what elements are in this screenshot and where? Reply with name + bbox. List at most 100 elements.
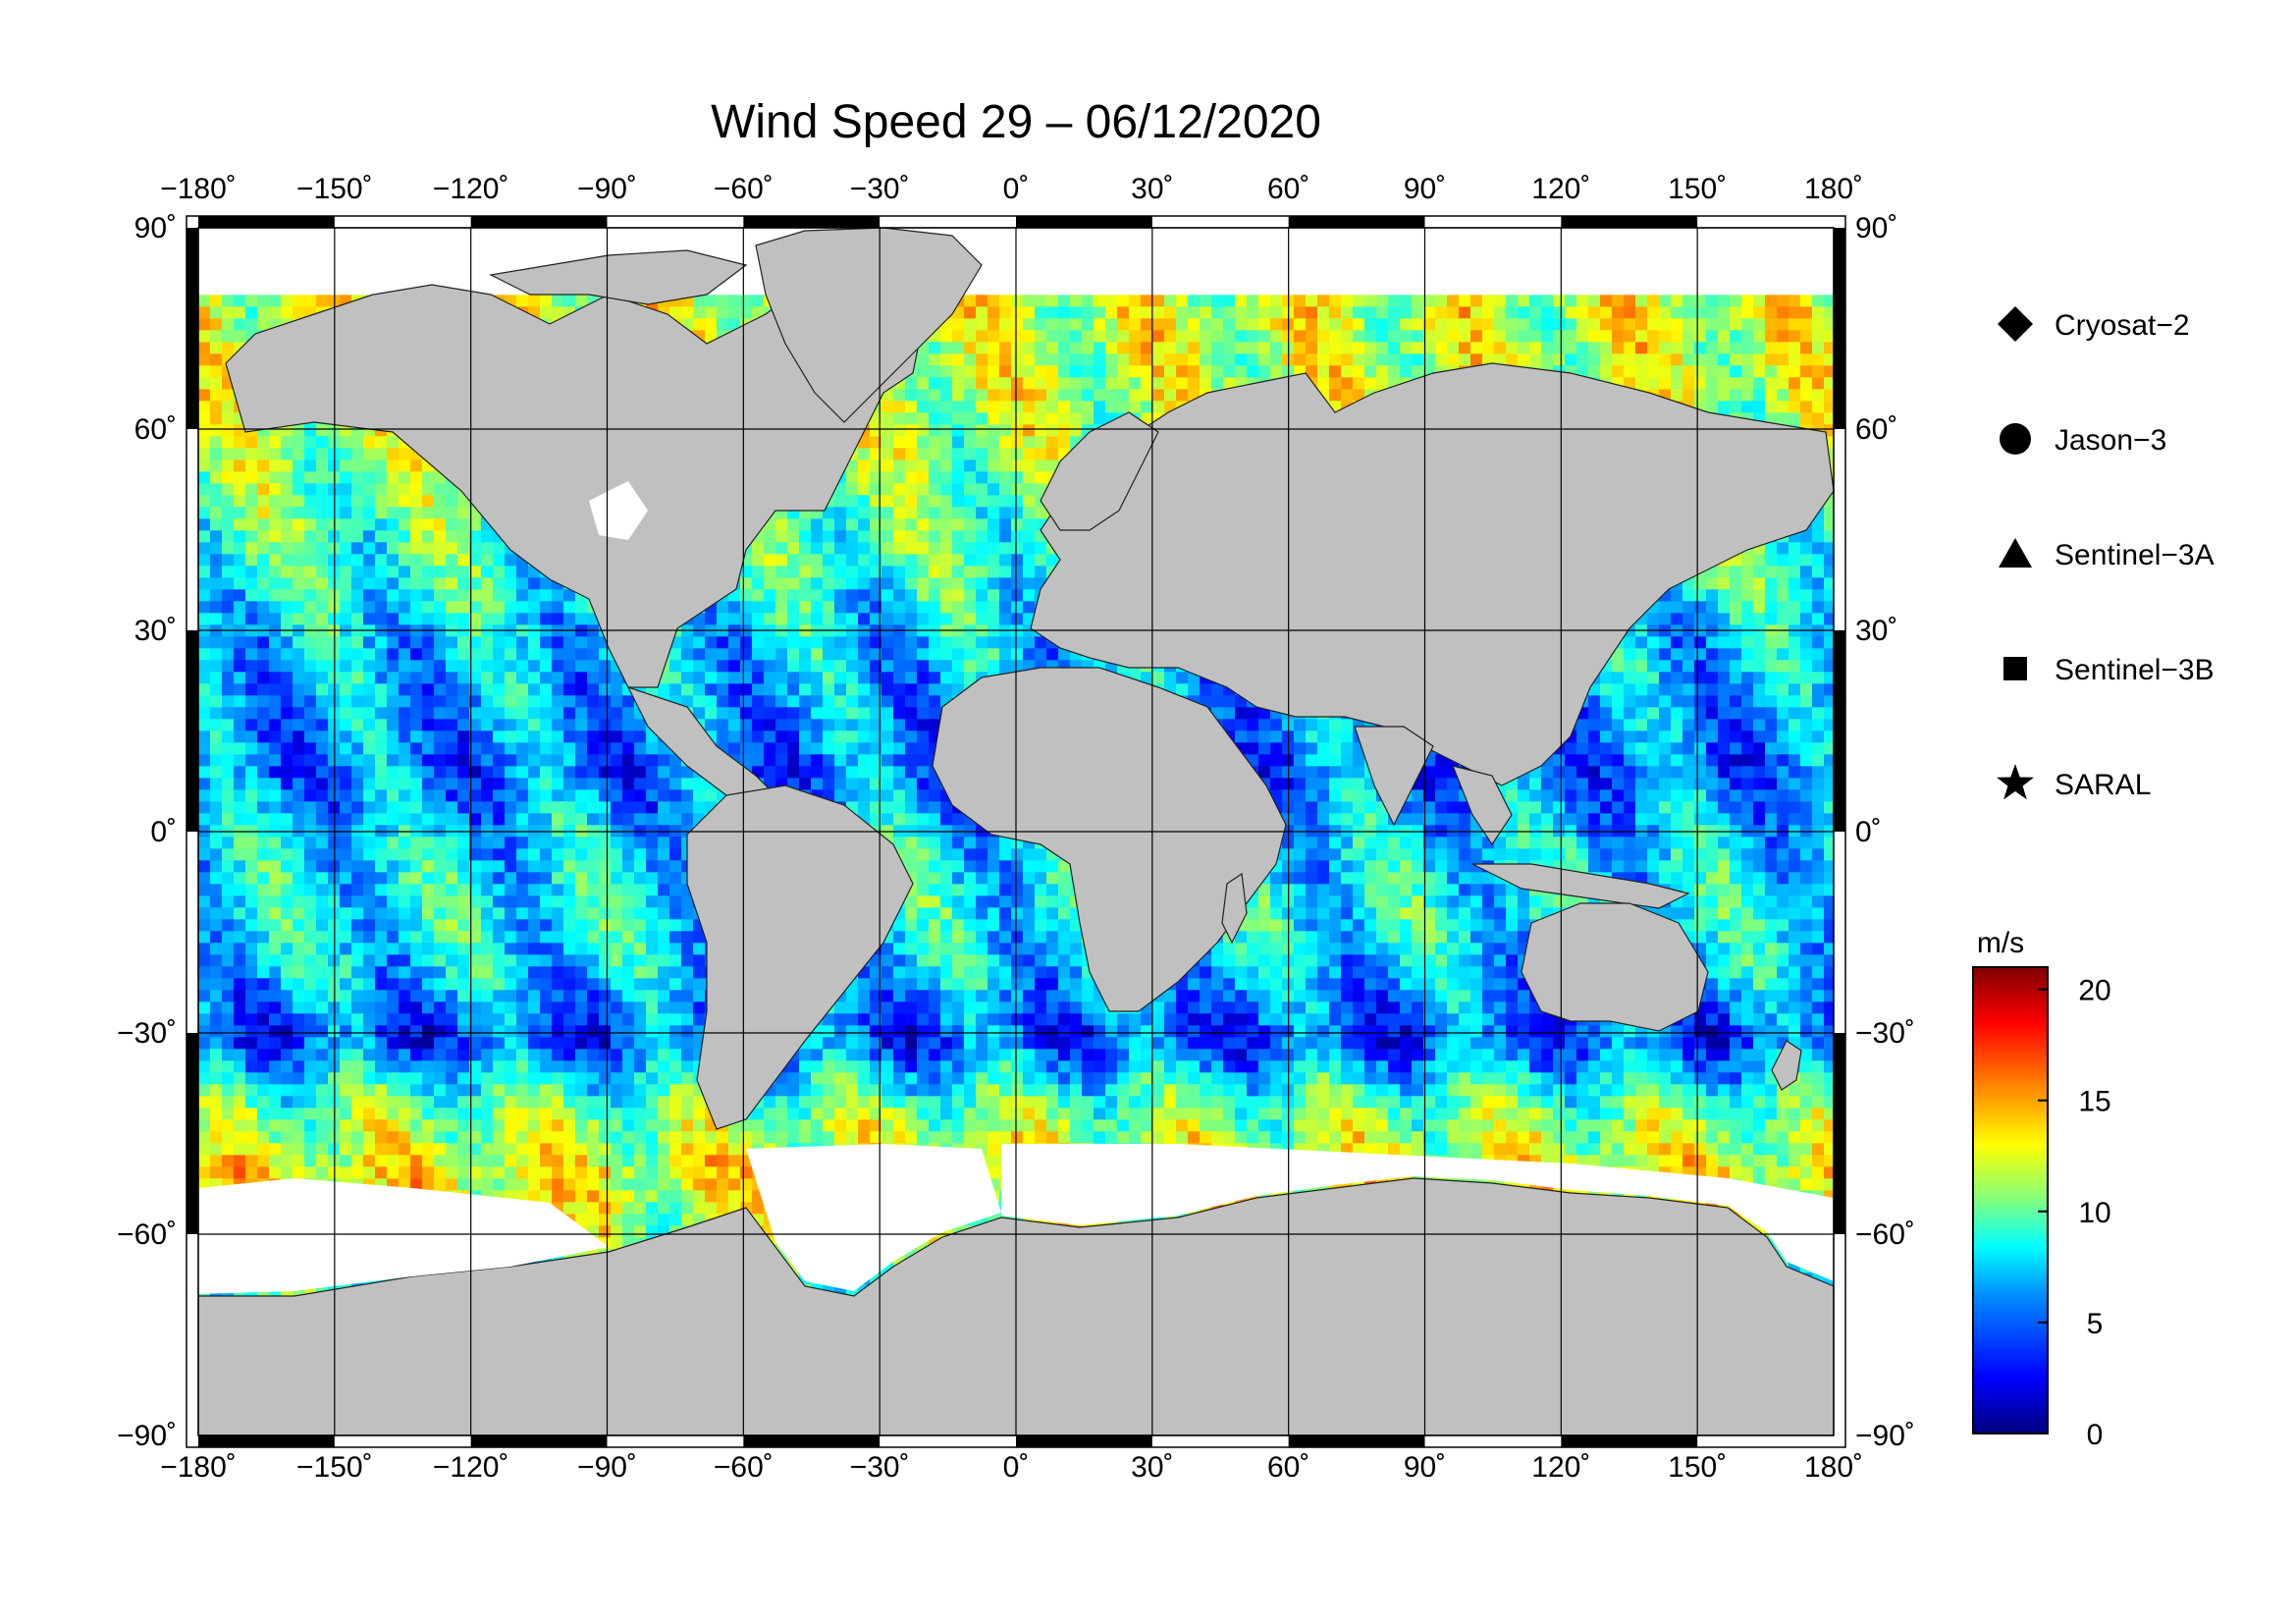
wind-cell [198, 613, 211, 625]
wind-cell [1435, 318, 1448, 331]
wind-cell [457, 660, 470, 673]
wind-cell [1376, 353, 1389, 366]
wind-cell [281, 554, 294, 567]
wind-cell [1741, 589, 1754, 602]
wind-cell [1741, 306, 1754, 319]
wind-cell [1035, 318, 1047, 331]
wind-cell [717, 613, 729, 625]
wind-cell [1694, 377, 1707, 390]
wind-cell [1400, 365, 1413, 378]
wind-cell [917, 530, 930, 543]
wind-cell [434, 707, 447, 720]
wind-cell [1164, 377, 1177, 390]
wind-cell [1765, 554, 1778, 567]
wind-cell [1824, 518, 1834, 531]
wind-cell [1094, 401, 1106, 413]
wind-cell [917, 566, 930, 578]
wind-cell [410, 483, 423, 496]
wind-cell [870, 636, 882, 649]
wind-cell [304, 424, 317, 437]
wind-cell [257, 672, 270, 684]
wind-cell [1694, 365, 1707, 378]
wind-cell [469, 530, 482, 543]
wind-cell [846, 660, 859, 673]
wind-cell [446, 601, 458, 614]
wind-cell [1671, 613, 1683, 625]
wind-cell [1659, 672, 1672, 684]
wind-cell [469, 601, 482, 614]
wind-cell [210, 295, 223, 307]
wind-cell [681, 683, 694, 696]
wind-cell [1058, 330, 1071, 343]
wind-cell [893, 683, 906, 696]
wind-cell [304, 636, 317, 649]
wind-cell [834, 554, 847, 567]
wind-cell [375, 448, 388, 460]
wind-cell [222, 542, 235, 555]
wind-cell [1718, 683, 1731, 696]
wind-cell [1671, 660, 1683, 673]
wind-cell [1718, 377, 1731, 390]
wind-cell [964, 660, 977, 673]
wind-cell [1777, 577, 1789, 590]
wind-cell [563, 601, 576, 614]
wind-cell [1741, 330, 1754, 343]
wind-cell [952, 424, 965, 437]
wind-cell [552, 672, 564, 684]
wind-cell [1329, 330, 1342, 343]
wind-cell [764, 660, 776, 673]
wind-cell [422, 471, 435, 484]
wind-cell [1235, 707, 1248, 720]
wind-cell [823, 683, 835, 696]
wind-cell [563, 613, 576, 625]
wind-cell [410, 507, 423, 519]
wind-cell [1789, 377, 1801, 390]
wind-cell [917, 424, 930, 437]
wind-cell [929, 342, 941, 354]
wind-cell [363, 707, 376, 720]
wind-cell [1011, 318, 1024, 331]
wind-cell [834, 577, 847, 590]
wind-cell [1824, 412, 1834, 425]
wind-cell [952, 507, 965, 519]
wind-cell [234, 483, 246, 496]
wind-cell [1777, 672, 1789, 684]
wind-cell [1447, 353, 1460, 366]
wind-cell [1412, 353, 1424, 366]
wind-cell [940, 448, 953, 460]
wind-cell [1824, 424, 1834, 437]
wind-cell [257, 448, 270, 460]
wind-cell [1565, 342, 1577, 354]
wind-cell [1706, 306, 1719, 319]
wind-cell [340, 436, 352, 449]
wind-cell [1176, 318, 1189, 331]
wind-cell [799, 648, 812, 661]
wind-cell [1706, 613, 1719, 625]
wind-cell [622, 707, 635, 720]
wind-cell [1718, 318, 1731, 331]
wind-cell [1624, 695, 1636, 708]
wind-cell [410, 495, 423, 508]
wind-cell [1777, 554, 1789, 567]
wind-cell [811, 683, 824, 696]
wind-cell [775, 554, 788, 567]
wind-cell [881, 471, 894, 484]
wind-cell [316, 636, 329, 649]
wind-cell [1800, 530, 1813, 543]
wind-cell [1105, 306, 1118, 319]
wind-cell [1070, 389, 1083, 402]
wind-cell [1506, 295, 1519, 307]
wind-cell [1176, 330, 1189, 343]
wind-cell [1624, 342, 1636, 354]
wind-cell [234, 707, 246, 720]
wind-cell [976, 577, 988, 590]
wind-cell [881, 460, 894, 472]
wind-cell [940, 683, 953, 696]
wind-cell [940, 342, 953, 354]
wind-cell [1176, 389, 1189, 402]
wind-cell [210, 601, 223, 614]
wind-cell [917, 436, 930, 449]
wind-cell [198, 436, 211, 449]
wind-cell [893, 448, 906, 460]
wind-cell [846, 695, 859, 708]
